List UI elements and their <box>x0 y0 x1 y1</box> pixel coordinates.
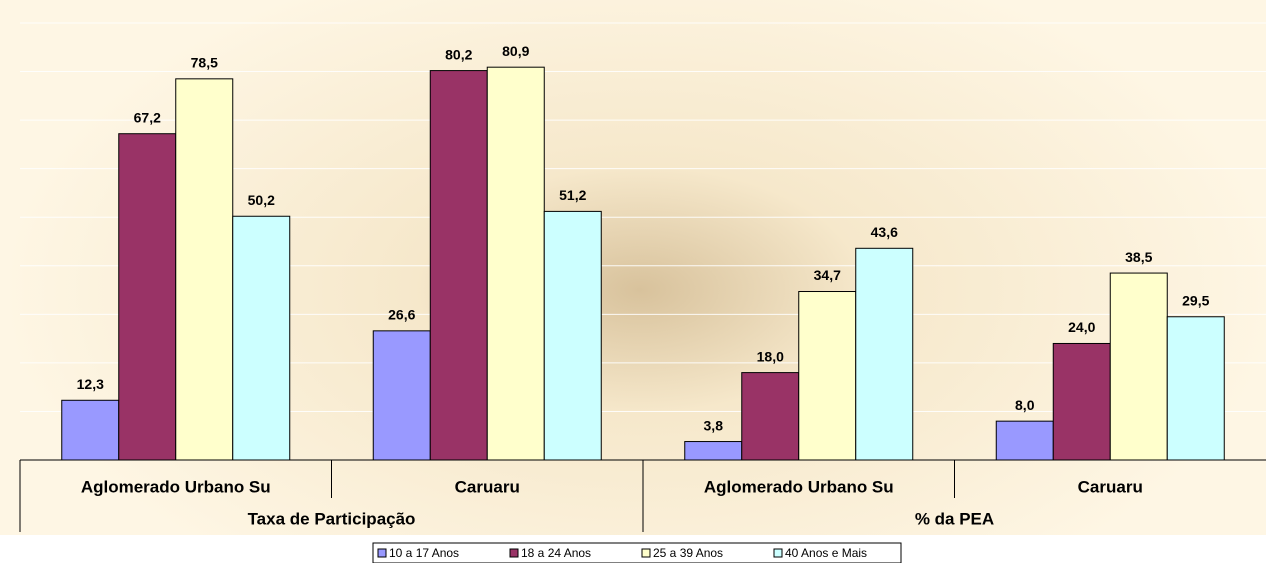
legend-label: 25 a 39 Anos <box>653 546 723 560</box>
data-label: 24,0 <box>1068 319 1095 335</box>
bar <box>684 441 743 461</box>
data-label: 18,0 <box>757 348 784 364</box>
data-label: 67,2 <box>134 109 161 125</box>
bar <box>1166 316 1225 461</box>
legend-label: 10 a 17 Anos <box>389 546 459 560</box>
data-label: 80,9 <box>502 43 529 59</box>
legend-swatch <box>377 548 387 558</box>
data-label: 12,3 <box>77 376 104 392</box>
data-label: 51,2 <box>559 187 586 203</box>
bar <box>429 70 488 461</box>
data-label: 78,5 <box>191 55 218 71</box>
data-label: 80,2 <box>445 46 472 62</box>
bar <box>118 133 177 461</box>
x-tick-label: Aglomerado Urbano Su <box>81 477 271 496</box>
bar <box>1052 342 1111 461</box>
data-label: 38,5 <box>1125 249 1152 265</box>
data-label: 29,5 <box>1182 292 1209 308</box>
x-tick-label: Aglomerado Urbano Su <box>704 477 894 496</box>
bar <box>486 66 545 461</box>
legend-label: 18 a 24 Anos <box>521 546 591 560</box>
data-label: 34,7 <box>814 267 841 283</box>
data-label: 3,8 <box>704 417 724 433</box>
x-tick-label: Caruaru <box>455 477 520 496</box>
bar <box>232 215 291 461</box>
legend-swatch <box>641 548 651 558</box>
bar <box>175 78 234 461</box>
legend-label: 40 Anos e Mais <box>785 546 867 560</box>
bar <box>372 330 431 461</box>
group-label: % da PEA <box>915 509 994 528</box>
data-label: 43,6 <box>871 224 898 240</box>
data-label: 8,0 <box>1015 397 1035 413</box>
data-label: 26,6 <box>388 307 415 323</box>
bar <box>1109 272 1168 461</box>
bar <box>995 420 1054 461</box>
bar <box>855 247 914 461</box>
legend-swatch <box>509 548 519 558</box>
group-label: Taxa de Participação <box>248 509 416 528</box>
x-tick-label: Caruaru <box>1078 477 1143 496</box>
bar <box>543 210 602 461</box>
bar <box>61 399 120 461</box>
data-label: 50,2 <box>248 192 275 208</box>
bar <box>741 372 800 461</box>
bar <box>798 291 857 461</box>
legend-swatch <box>773 548 783 558</box>
legend-box <box>372 542 902 563</box>
